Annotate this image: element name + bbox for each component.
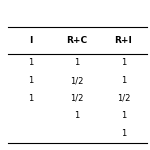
- Text: 1: 1: [121, 58, 126, 67]
- Text: 1: 1: [121, 111, 126, 120]
- Text: R+I: R+I: [114, 36, 132, 45]
- Text: I: I: [29, 36, 32, 45]
- Text: 1: 1: [28, 76, 33, 85]
- Text: 1/2: 1/2: [70, 94, 83, 103]
- Text: 1/2: 1/2: [117, 94, 130, 103]
- Text: 1: 1: [74, 111, 79, 120]
- Text: 1/2: 1/2: [70, 76, 83, 85]
- Text: 1: 1: [74, 58, 79, 67]
- Text: 1: 1: [28, 94, 33, 103]
- Text: 1: 1: [28, 58, 33, 67]
- Text: 1: 1: [121, 76, 126, 85]
- Text: R+C: R+C: [66, 36, 87, 45]
- Text: 1: 1: [121, 129, 126, 138]
